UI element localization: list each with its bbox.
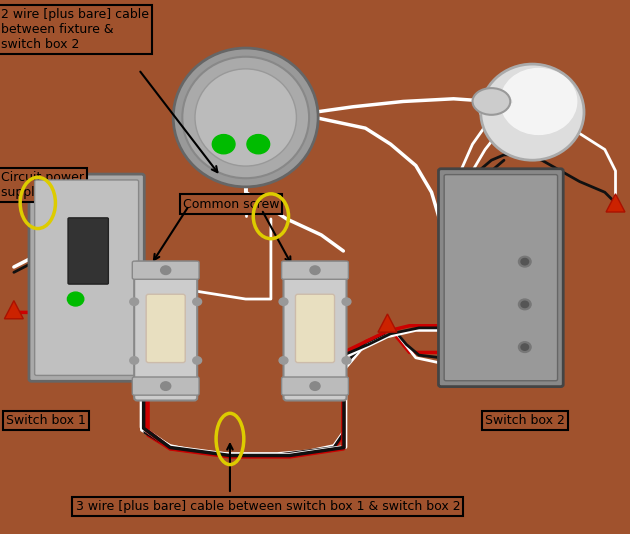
Circle shape	[521, 344, 529, 350]
FancyBboxPatch shape	[282, 377, 348, 395]
Text: 2 wire [plus bare] cable
between fixture &
switch box 2: 2 wire [plus bare] cable between fixture…	[1, 8, 149, 51]
FancyBboxPatch shape	[134, 262, 197, 400]
Circle shape	[521, 301, 529, 308]
FancyBboxPatch shape	[284, 262, 346, 400]
Circle shape	[521, 258, 529, 265]
FancyBboxPatch shape	[132, 377, 199, 395]
Polygon shape	[378, 314, 397, 332]
Circle shape	[161, 266, 171, 274]
Circle shape	[518, 256, 531, 267]
Ellipse shape	[500, 68, 577, 135]
FancyBboxPatch shape	[438, 169, 563, 387]
FancyBboxPatch shape	[29, 174, 144, 381]
Circle shape	[342, 298, 351, 305]
FancyBboxPatch shape	[68, 218, 108, 284]
FancyBboxPatch shape	[444, 175, 558, 381]
FancyBboxPatch shape	[35, 180, 139, 375]
FancyBboxPatch shape	[132, 261, 199, 279]
Circle shape	[279, 357, 288, 364]
Circle shape	[279, 298, 288, 305]
Circle shape	[310, 382, 320, 390]
Text: Switch box 1: Switch box 1	[6, 414, 86, 427]
FancyBboxPatch shape	[146, 294, 185, 363]
Text: Circuit power
supply cable: Circuit power supply cable	[1, 171, 84, 199]
Circle shape	[212, 135, 235, 154]
Circle shape	[518, 342, 531, 352]
Circle shape	[161, 382, 171, 390]
Ellipse shape	[182, 57, 309, 178]
FancyBboxPatch shape	[295, 294, 335, 363]
Ellipse shape	[195, 69, 297, 166]
Circle shape	[310, 266, 320, 274]
Ellipse shape	[472, 88, 510, 115]
Circle shape	[247, 135, 270, 154]
Circle shape	[130, 357, 139, 364]
Circle shape	[67, 292, 84, 306]
Text: 3 wire [plus bare] cable between switch box 1 & switch box 2: 3 wire [plus bare] cable between switch …	[76, 500, 461, 513]
Polygon shape	[4, 301, 23, 319]
Circle shape	[193, 298, 202, 305]
Circle shape	[130, 298, 139, 305]
Text: Common screw: Common screw	[183, 198, 279, 210]
Circle shape	[193, 357, 202, 364]
Text: Switch box 2: Switch box 2	[485, 414, 565, 427]
Circle shape	[342, 357, 351, 364]
Ellipse shape	[481, 64, 584, 160]
FancyBboxPatch shape	[282, 261, 348, 279]
Ellipse shape	[173, 48, 318, 187]
Circle shape	[518, 299, 531, 310]
Polygon shape	[606, 194, 625, 212]
